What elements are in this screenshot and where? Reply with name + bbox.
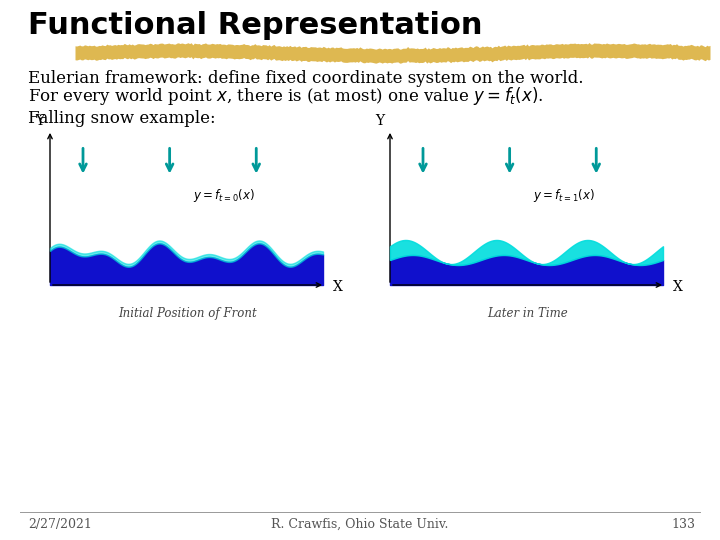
Text: For every world point $\mathbf{\it{x}}$, there is (at most) one value $y = f_t(\: For every world point $\mathbf{\it{x}}$,… bbox=[28, 85, 544, 107]
Text: X: X bbox=[333, 280, 343, 294]
Text: Falling snow example:: Falling snow example: bbox=[28, 110, 215, 127]
Text: Y: Y bbox=[375, 114, 384, 128]
Text: X: X bbox=[673, 280, 683, 294]
Text: Functional Representation: Functional Representation bbox=[28, 11, 482, 40]
Text: Y: Y bbox=[35, 114, 45, 128]
Text: R. Crawfis, Ohio State Univ.: R. Crawfis, Ohio State Univ. bbox=[271, 518, 449, 531]
Text: Later in Time: Later in Time bbox=[487, 307, 568, 320]
Text: 133: 133 bbox=[671, 518, 695, 531]
Text: Eulerian framework: define fixed coordinate system on the world.: Eulerian framework: define fixed coordin… bbox=[28, 70, 583, 87]
Text: $y = f_{t=0}(x)$: $y = f_{t=0}(x)$ bbox=[193, 187, 255, 204]
Text: $y = f_{t=1}(x)$: $y = f_{t=1}(x)$ bbox=[533, 187, 595, 204]
Text: 2/27/2021: 2/27/2021 bbox=[28, 518, 92, 531]
Text: Initial Position of Front: Initial Position of Front bbox=[118, 307, 257, 320]
